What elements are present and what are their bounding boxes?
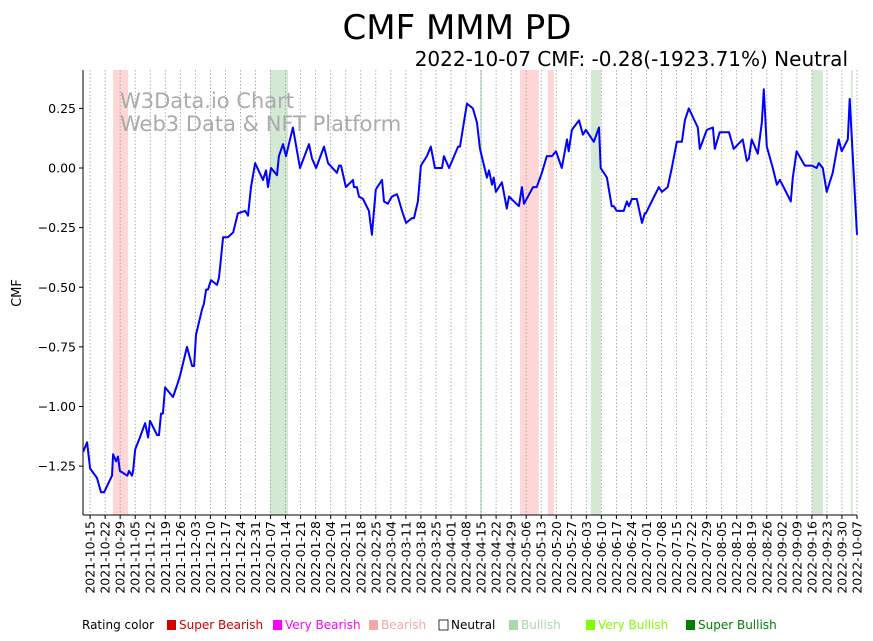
- rating-band-bearish: [113, 70, 129, 515]
- rating-band-bullish: [479, 70, 482, 515]
- x-tick-label: 2022-01-28: [308, 521, 323, 594]
- x-tick-label: 2021-11-19: [158, 521, 173, 594]
- legend-swatch: [369, 620, 378, 630]
- x-tick-label: 2021-11-26: [173, 521, 188, 594]
- x-tick-label: 2022-04-08: [459, 521, 474, 594]
- x-tick-label: 2022-02-25: [368, 521, 383, 594]
- x-tick-label: 2022-01-07: [263, 521, 278, 594]
- x-tick-label: 2021-12-24: [233, 521, 248, 594]
- chart-title: CMF MMM PD: [343, 8, 572, 48]
- x-tick-label: 2022-09-30: [834, 521, 849, 594]
- rating-band-bearish: [547, 70, 554, 515]
- legend-swatch: [586, 620, 595, 630]
- legend-swatch: [438, 619, 449, 631]
- x-tick-label: 2022-05-27: [564, 521, 579, 594]
- x-tick-label: 2022-02-11: [338, 521, 353, 594]
- x-tick-label: 2022-10-07: [850, 521, 865, 594]
- x-tick-label: 2022-07-22: [684, 521, 699, 594]
- x-tick-label: 2021-12-17: [218, 521, 233, 594]
- x-tick-label: 2022-01-14: [278, 521, 293, 594]
- y-tick-label: −0.75: [38, 339, 76, 354]
- x-tick-label: 2022-09-02: [774, 521, 789, 594]
- x-tick-label: 2021-11-05: [128, 521, 143, 594]
- legend-swatch: [273, 620, 282, 630]
- legend-swatch: [509, 620, 518, 630]
- x-tick-label: 2022-07-29: [699, 521, 714, 594]
- y-tick-label: −1.00: [38, 399, 76, 414]
- y-tick-label: −0.50: [38, 280, 76, 295]
- x-tick-label: 2022-06-24: [624, 521, 639, 594]
- legend-title: Rating color: [82, 618, 154, 632]
- x-tick-label: 2022-04-15: [474, 521, 489, 594]
- rating-band-bullish: [850, 70, 853, 515]
- rating-band-bullish: [270, 70, 288, 515]
- cmf-line: [82, 88, 858, 494]
- x-tick-label: 2022-05-13: [534, 521, 549, 594]
- x-tick-label: 2021-10-15: [83, 521, 98, 594]
- x-tick-label: 2022-07-01: [639, 521, 654, 594]
- x-tick-label: 2022-03-11: [398, 521, 413, 594]
- legend-label: Super Bearish: [179, 618, 263, 632]
- watermark-line-1: W3Data.io Chart: [120, 89, 294, 113]
- x-tick-label: 2021-10-22: [98, 521, 113, 594]
- x-tick-label: 2021-12-10: [203, 521, 218, 594]
- x-tick-label: 2022-06-10: [594, 521, 609, 594]
- x-tick-label: 2022-05-20: [549, 521, 564, 594]
- x-tick-label: 2022-02-04: [323, 521, 338, 594]
- y-tick-label: −0.25: [38, 220, 76, 235]
- x-tick-label: 2022-03-25: [428, 521, 443, 594]
- rating-bands: [113, 70, 853, 515]
- legend-label: Very Bearish: [285, 618, 361, 632]
- x-ticks: 2021-10-15 2021-10-22 2021-10-29 2021-11-05…: [83, 515, 865, 594]
- chart-subtitle: 2022-10-07 CMF: -0.28(-1923.71%) Neutral: [415, 47, 848, 71]
- x-tick-label: 2022-03-18: [413, 521, 428, 594]
- x-tick-label: 2022-06-03: [579, 521, 594, 594]
- legend-label: Super Bullish: [698, 618, 777, 632]
- x-tick-label: 2021-12-03: [188, 521, 203, 594]
- x-tick-label: 2022-08-12: [729, 521, 744, 594]
- x-tick-label: 2022-02-18: [353, 521, 368, 594]
- x-tick-label: 2022-08-26: [759, 521, 774, 594]
- y-ticks: −1.25 −1.00 −0.75 −0.50 −0.25 0.00 0.25: [38, 101, 83, 474]
- x-tick-label: 2021-12-31: [248, 521, 263, 594]
- x-tick-label: 2021-10-29: [113, 521, 128, 594]
- legend-label: Very Bullish: [598, 618, 668, 632]
- x-tick-label: 2022-04-29: [504, 521, 519, 594]
- x-tick-label: 2021-11-12: [143, 521, 158, 594]
- legend-swatch: [167, 620, 176, 630]
- x-tick-label: 2022-03-04: [383, 521, 398, 594]
- x-tick-label: 2022-07-08: [654, 521, 669, 594]
- y-tick-label: −1.25: [38, 459, 76, 474]
- x-tick-label: 2022-06-17: [609, 521, 624, 594]
- x-tick-label: 2022-08-19: [744, 521, 759, 594]
- rating-legend: Rating color Super Bearish Very Bearish Bea…: [82, 618, 777, 632]
- x-tick-label: 2022-09-23: [819, 521, 834, 594]
- legend-label: Neutral: [451, 618, 495, 632]
- x-tick-label: 2022-09-09: [789, 521, 804, 594]
- y-tick-label: 0.00: [48, 161, 76, 176]
- x-tick-label: 2022-09-16: [804, 521, 819, 594]
- y-axis-label: CMF: [10, 279, 25, 307]
- rating-band-bearish: [519, 70, 539, 515]
- x-tick-label: 2022-05-06: [519, 521, 534, 594]
- legend-label: Bullish: [521, 618, 561, 632]
- watermark-line-2: Web3 Data & NFT Platform: [120, 112, 401, 136]
- rating-band-bullish: [811, 70, 823, 515]
- y-tick-label: 0.25: [48, 101, 76, 116]
- legend-label: Bearish: [381, 618, 426, 632]
- x-tick-label: 2022-04-22: [489, 521, 504, 594]
- x-tick-label: 2022-04-01: [443, 521, 458, 594]
- x-tick-label: 2022-07-15: [669, 521, 684, 594]
- rating-band-bullish: [590, 70, 601, 515]
- x-tick-label: 2022-01-21: [293, 521, 308, 594]
- legend-swatch: [686, 620, 695, 630]
- x-tick-label: 2022-08-05: [714, 521, 729, 594]
